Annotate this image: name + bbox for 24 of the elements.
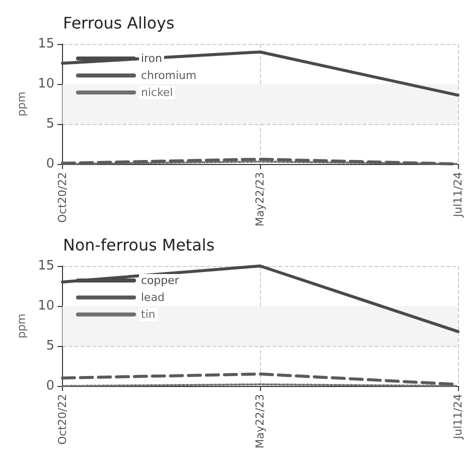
y-axis-title: ppm — [15, 314, 28, 338]
x-tick-label: Oct20/22 — [56, 394, 69, 445]
chart-title: Non-ferrous Metals — [63, 236, 215, 254]
x-tick-label: Oct20/22 — [56, 172, 69, 223]
series-label: iron — [141, 52, 162, 65]
x-tick-label: Jul11/24 — [452, 172, 464, 218]
text: chromium — [141, 69, 196, 82]
y-tick-label: 15 — [38, 36, 54, 52]
text: nickel — [141, 86, 173, 99]
y-tick-label: 5 — [46, 116, 54, 132]
y-axis-title: ppm — [15, 92, 28, 116]
text: lead — [141, 291, 165, 304]
chart-title: Ferrous Alloys — [63, 14, 174, 32]
y-tick-label: 5 — [46, 338, 54, 354]
x-tick-label: Jul11/24 — [452, 394, 464, 440]
y-tick-label: 10 — [38, 76, 54, 92]
y-tick-label: 0 — [46, 378, 54, 394]
series-label: copper — [141, 274, 180, 287]
text: tin — [141, 308, 156, 321]
y-tick-label: 10 — [38, 298, 54, 314]
y-tick-label: 0 — [46, 156, 54, 172]
x-tick-label: May22/23 — [254, 172, 267, 226]
y-tick-label: 15 — [38, 258, 54, 274]
x-tick-label: May22/23 — [254, 394, 267, 448]
